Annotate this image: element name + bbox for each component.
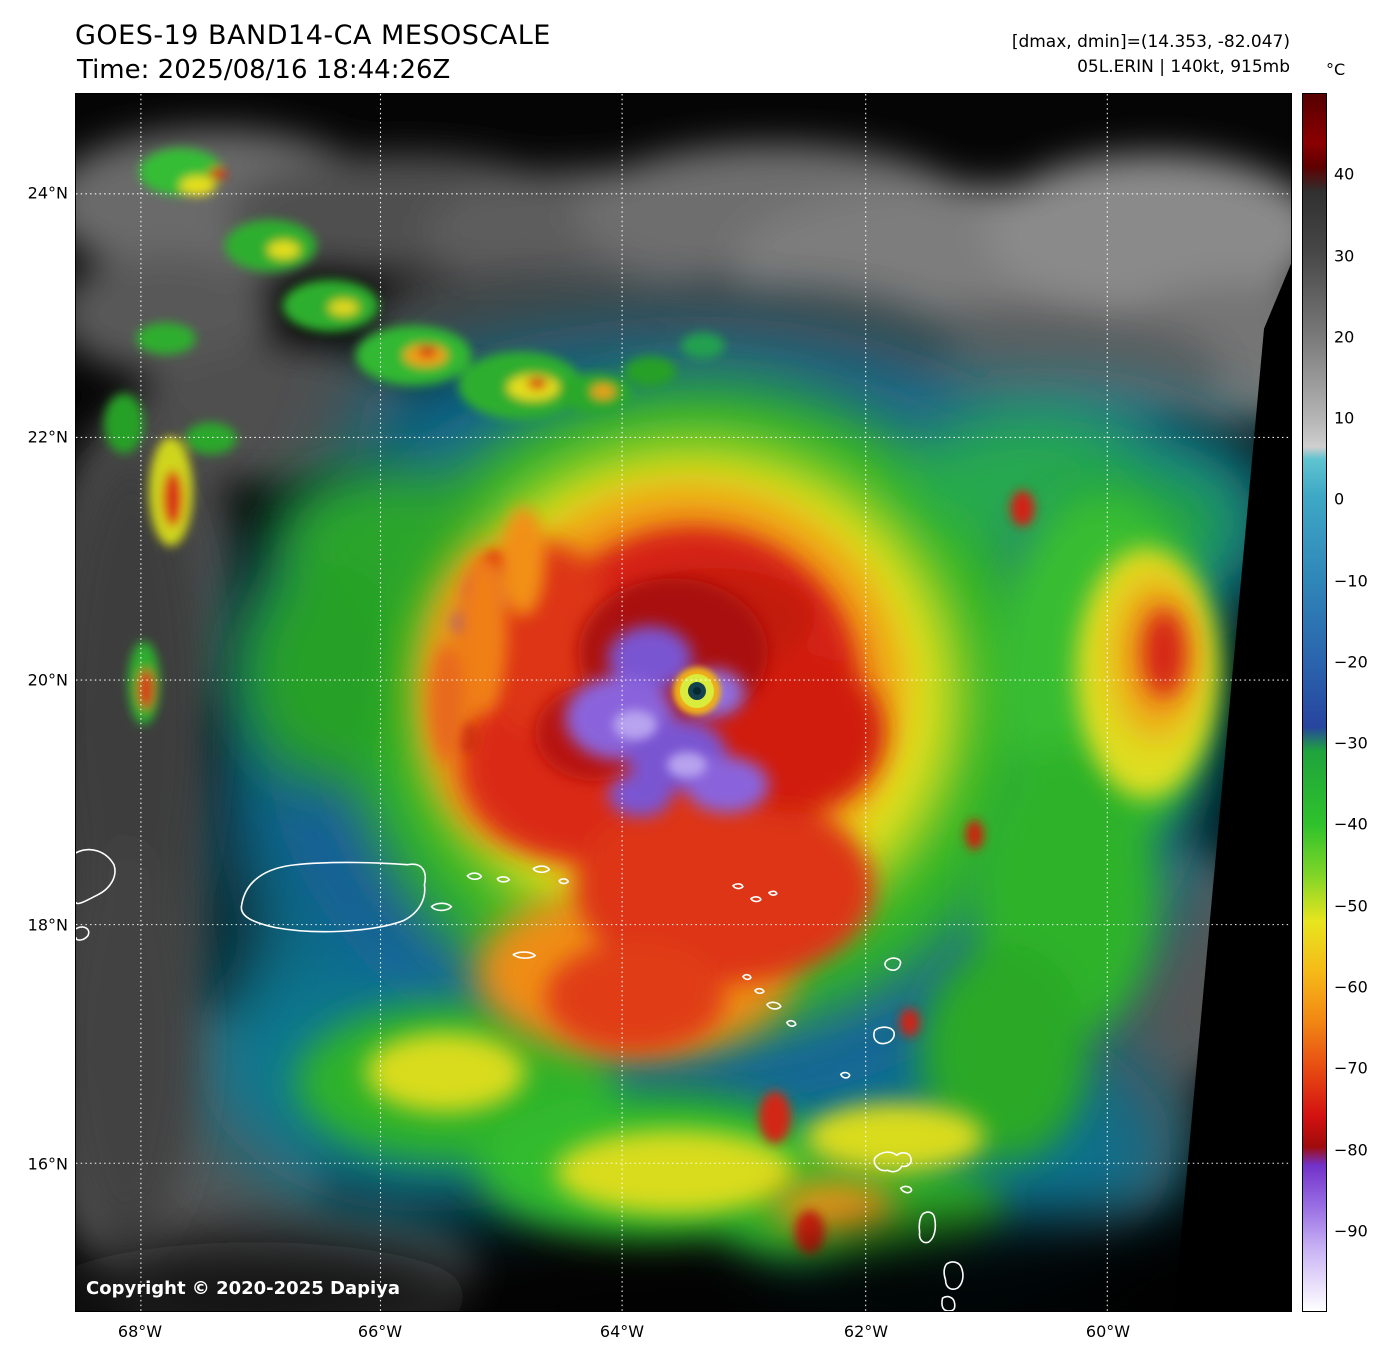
gridlines (76, 94, 1291, 1311)
island-antigua (873, 1026, 895, 1045)
dmax-dmin-readout: [dmax, dmin]=(14.353, -82.047) (1011, 32, 1290, 52)
header-info: [dmax, dmin]=(14.353, -82.047) 05L.ERIN … (1012, 30, 1290, 80)
island-saba (742, 973, 752, 981)
colorbar-tick-label: −40 (1334, 814, 1368, 834)
coastline-hispaniola-tip2 (76, 926, 90, 941)
lavender-highlights (613, 709, 707, 778)
island-barbuda (884, 957, 902, 971)
colorbar-tick-label: −30 (1334, 733, 1368, 753)
coastline-puerto-rico (240, 861, 426, 933)
island-tortola (532, 865, 551, 874)
island-anguilla (732, 883, 744, 890)
colorbar-tick-label: 40 (1334, 164, 1355, 184)
colorbar-tick-label: −70 (1334, 1058, 1368, 1078)
colorbar-tick-label: −90 (1334, 1221, 1368, 1241)
colorbar-tick-label: −10 (1334, 571, 1368, 591)
island-st-martin (750, 896, 762, 903)
satellite-ir-image (76, 94, 1291, 1311)
lat-tick-label: 22°N (27, 427, 68, 447)
island-st-barth (768, 890, 778, 896)
lat-tick-label: 20°N (27, 670, 68, 690)
island-st-kitts (766, 1001, 782, 1010)
lon-tick-label: 66°W (357, 1322, 403, 1341)
copyright-watermark: Copyright © 2020-2025 Dapiya (86, 1278, 401, 1299)
lon-tick-label: 60°W (1085, 1322, 1131, 1341)
coastline-hispaniola-tip (76, 848, 116, 905)
island-nevis (786, 1019, 797, 1028)
colorbar-tick-label: −50 (1334, 896, 1368, 916)
coastlines (76, 848, 964, 1311)
island-virgin-gorda (558, 878, 569, 885)
scan-edge-wedge (1174, 263, 1291, 1311)
colorbar-tick-label: −80 (1334, 1140, 1368, 1160)
lat-tick-label: 16°N (27, 1154, 68, 1174)
island-st-lucia (941, 1295, 956, 1311)
island-guadeloupe (873, 1151, 912, 1173)
left-clear-air (76, 453, 206, 1243)
lat-tick-label: 18°N (27, 915, 68, 935)
lon-tick-label: 62°W (843, 1322, 889, 1341)
storm-info: 05L.ERIN | 140kt, 915mb (1077, 57, 1290, 77)
island-st-john (496, 876, 511, 883)
island-vieques (430, 902, 453, 912)
hurricane-eye (673, 667, 721, 715)
colorbar-tick-label: 20 (1334, 327, 1355, 347)
colorbar-tick-label: 30 (1334, 246, 1355, 266)
lon-tick-label: 68°W (117, 1322, 163, 1341)
island-dominica (918, 1211, 937, 1244)
scattered-cells (103, 147, 725, 725)
island-martinique (943, 1261, 964, 1290)
west-convective-streaks (429, 506, 546, 763)
island-st-croix (512, 951, 537, 959)
colorbar-gradient (1302, 93, 1327, 1312)
page-title: GOES-19 BAND14-CA MESOSCALE (75, 20, 551, 51)
colorbar-tick-label: −60 (1334, 977, 1368, 997)
colorbar-tick-label: 10 (1334, 408, 1355, 428)
island-montserrat (839, 1071, 851, 1079)
island-st-eustatius (754, 987, 765, 995)
lat-tick-label: 24°N (27, 183, 68, 203)
colorbar-tick-label: 0 (1334, 489, 1345, 509)
satellite-plot: Copyright © 2020-2025 Dapiya (75, 93, 1292, 1312)
timestamp: Time: 2025/08/16 18:44:26Z (77, 55, 451, 85)
colorbar-tick-label: −20 (1334, 652, 1368, 672)
island-st-thomas (466, 872, 483, 881)
island-marie-galante (899, 1185, 913, 1194)
lon-tick-label: 64°W (599, 1322, 645, 1341)
colorbar-unit-label: °C (1326, 60, 1346, 79)
bottom-fade (76, 1217, 1291, 1311)
